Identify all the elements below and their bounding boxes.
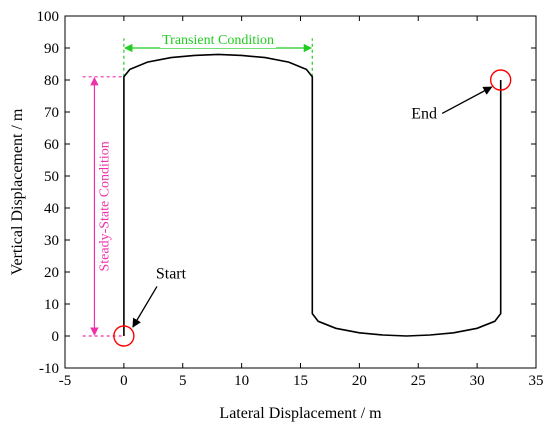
x-axis-label: Lateral Displacement / m [219, 405, 382, 422]
y-tick-label: 80 [44, 73, 59, 89]
steady-state-condition-label: Steady-State Condition [97, 141, 112, 271]
end-marker [489, 69, 512, 91]
x-tick-label: -5 [59, 373, 72, 389]
x-tick-label: 15 [293, 373, 308, 389]
end-arrow [441, 86, 493, 114]
axis-ticks: -5 0 5 10 15 20 25 30 35 -10 0 10 20 30 40 50 60 70 80 90 10… [37, 9, 544, 389]
plot-frame [64, 15, 537, 369]
y-axis-label: Vertical Displacement / m [9, 108, 26, 275]
x-tick-label: 0 [120, 373, 128, 389]
y-tick-label: 90 [44, 41, 59, 57]
y-tick-label: 10 [44, 297, 59, 313]
y-tick-label: 40 [44, 201, 59, 217]
end-label: End [411, 105, 437, 122]
x-tick-label: 25 [411, 373, 426, 389]
y-tick-label: 60 [44, 137, 59, 153]
y-tick-label: -10 [39, 361, 59, 377]
displacement-path-line [123, 53, 502, 337]
y-tick-label: 70 [44, 105, 59, 121]
y-tick-label: 0 [52, 329, 60, 345]
y-tick-label: 30 [44, 233, 59, 249]
annotations: Transient Condition Steady-State Conditio… [82, 33, 313, 337]
start-marker [113, 325, 135, 347]
start-arrow [132, 286, 158, 328]
x-tick-label: 20 [352, 373, 367, 389]
transient-label-background [160, 33, 277, 48]
y-tick-label: 50 [44, 169, 59, 185]
x-tick-label: 5 [179, 373, 187, 389]
transient-condition-label: Transient Condition [162, 33, 274, 48]
x-tick-label: 10 [234, 373, 249, 389]
start-label: Start [156, 265, 187, 282]
markers: Start End [113, 69, 512, 347]
y-tick-label: 100 [37, 9, 60, 25]
x-tick-label: 35 [529, 373, 544, 389]
x-tick-label: 30 [470, 373, 485, 389]
y-tick-label: 20 [44, 265, 59, 281]
